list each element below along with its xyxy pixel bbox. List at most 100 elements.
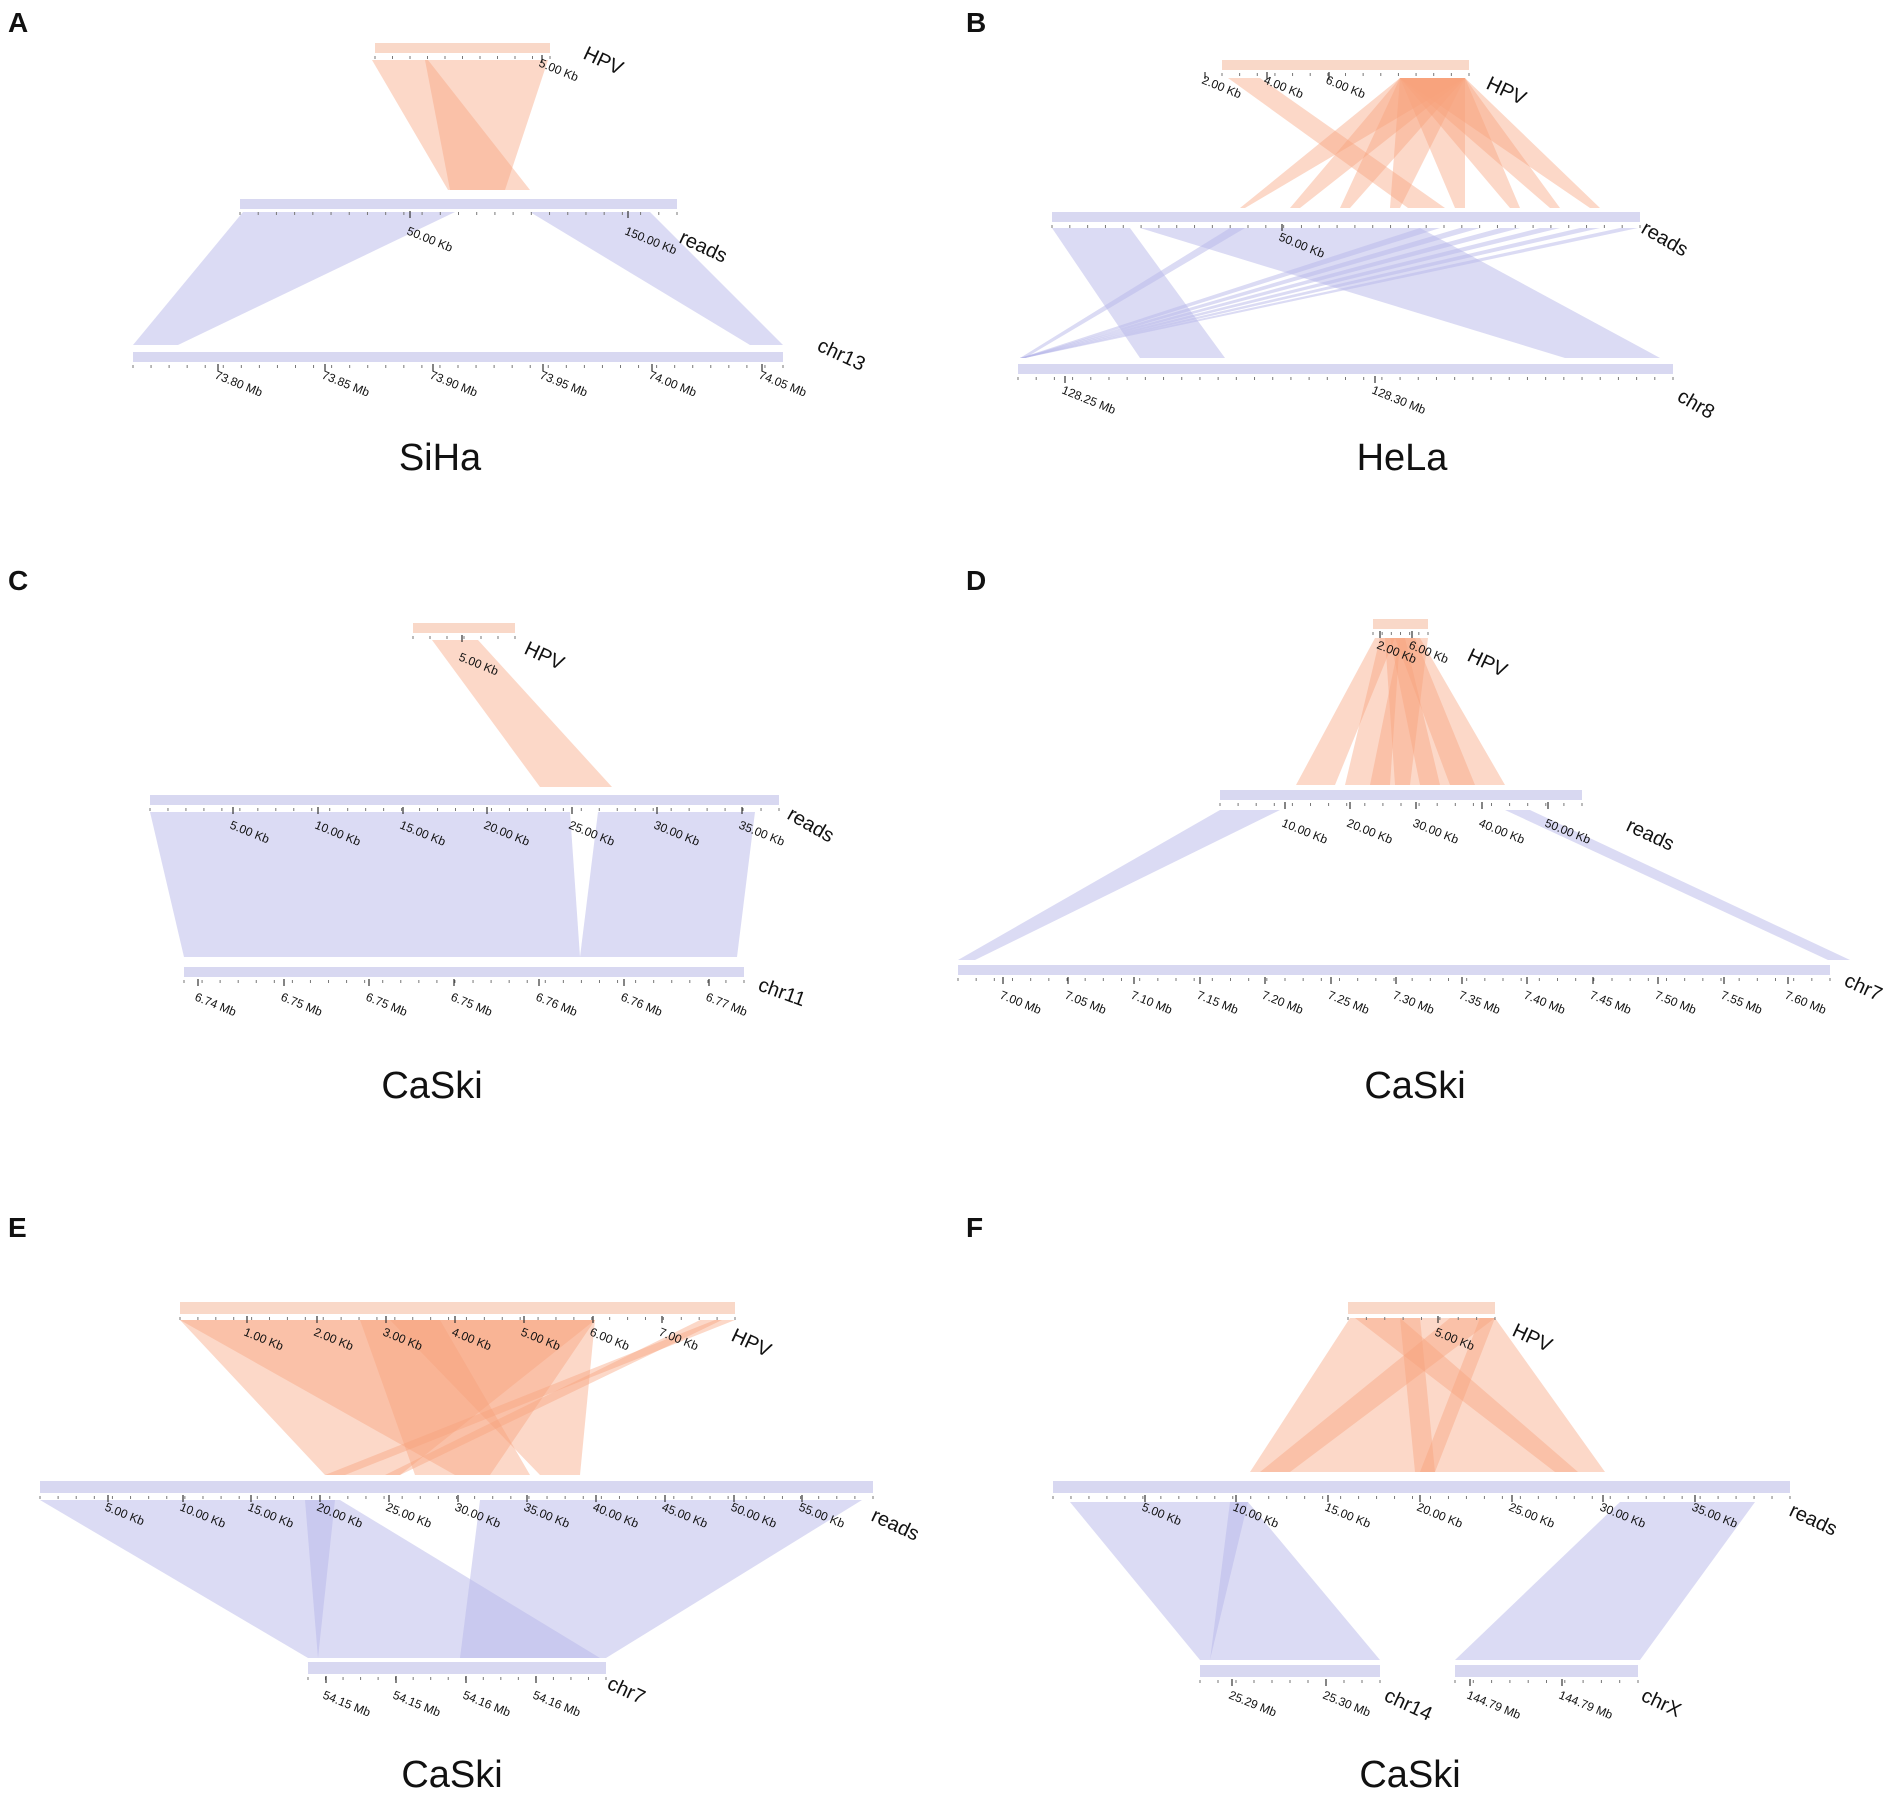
panel-d-chr7-tick-label: 7.10 Mb: [1129, 988, 1175, 1017]
panel-b-host-link: [1020, 228, 1440, 358]
panel-d-chr7-tick-label: 7.15 Mb: [1195, 988, 1241, 1017]
panel-f-reads-tick-label: 20.00 Kb: [1415, 1500, 1465, 1531]
panel-c-chr11-name: chr11: [755, 974, 808, 1011]
panel-a-hpv-tick-label: 5.00 Kb: [537, 56, 581, 85]
panel-d-chr7-tick-label: 7.25 Mb: [1326, 988, 1372, 1017]
track-layer: [39, 43, 1831, 1686]
panel-f-chrx-name: chrX: [1638, 1685, 1685, 1722]
panel-b-host-link: [1020, 228, 1560, 358]
panel-a-chr13-tick-label: 73.95 Mb: [538, 368, 590, 400]
panel-e-hpv-bar: [180, 1302, 735, 1314]
panel-d-reads-tick-label: 30.00 Kb: [1411, 816, 1461, 847]
panel-d-chr7-tick-label: 7.35 Mb: [1457, 988, 1503, 1017]
panel-f-host-link: [1455, 1502, 1755, 1660]
panel-e-host-link: [460, 1500, 862, 1658]
panel-c-chr11-tick-label: 6.75 Mb: [279, 990, 325, 1019]
panel-c-chr11-tick-label: 6.76 Mb: [534, 990, 580, 1019]
panel-d-hpv-bar: [1373, 619, 1428, 629]
panel-d-chr7-tick-label: 7.50 Mb: [1653, 988, 1699, 1017]
panel-b-hpv-bar: [1222, 60, 1469, 70]
panel-c-chr11-bar: [184, 967, 744, 977]
panel-a-chr13-tick-label: 74.00 Mb: [647, 368, 699, 400]
panel-a-hpv-name: HPV: [580, 43, 627, 81]
link-layer: [40, 60, 1850, 1660]
panel-f-hpv-bar: [1348, 1302, 1495, 1314]
panel-c-chr11-tick-label: 6.76 Mb: [619, 990, 665, 1019]
panel-a-hpv-link: [425, 60, 548, 190]
panel-b-chr8-tick-label: 128.25 Mb: [1060, 383, 1118, 417]
panel-f-chr14-bar: [1200, 1665, 1380, 1677]
panel-d-cell-line: CaSki: [1364, 1065, 1465, 1107]
panel-a-host-link: [530, 212, 783, 345]
panel-b-host-link: [1020, 228, 1600, 358]
panel-c-reads-bar: [150, 795, 779, 805]
panel-d-hpv-link: [1385, 638, 1440, 785]
panel-d-chr7-tick-label: 7.45 Mb: [1588, 988, 1634, 1017]
panel-d-chr7-name: chr7: [1841, 970, 1886, 1006]
panel-c-hpv-name: HPV: [521, 638, 568, 676]
panel-b-hpv-tick-label: 2.00 Kb: [1200, 73, 1244, 102]
panel-b-chr8-name: chr8: [1674, 385, 1719, 424]
panel-f-reads-name: reads: [1786, 1500, 1841, 1541]
panel-e-reads-tick-label: 25.00 Kb: [384, 1500, 434, 1531]
panel-f-cell-line: CaSki: [1359, 1754, 1460, 1796]
panel-b-host-link: [1020, 228, 1480, 358]
panel-d-reads-tick-label: 10.00 Kb: [1280, 816, 1330, 847]
panel-c-hpv-bar: [413, 623, 515, 633]
panel-d-chr7-tick-label: 7.60 Mb: [1783, 988, 1829, 1017]
panel-b-host-link: [1140, 228, 1660, 358]
panel-d-host-link: [1505, 810, 1850, 960]
panel-f-hpv-link: [1260, 1318, 1495, 1472]
panel-d-chr7-bar: [958, 965, 1830, 975]
panel-d-hpv-link: [1395, 638, 1505, 785]
panel-c-reads-name: reads: [784, 803, 838, 847]
panel-e-hpv-link: [180, 1320, 595, 1475]
panel-e-chr7-bar: [308, 1662, 606, 1674]
panel-d-chr7-tick-label: 7.55 Mb: [1719, 988, 1765, 1017]
panel-e-reads-name: reads: [868, 1505, 923, 1546]
panel-d-reads-tick-label: 50.00 Kb: [1543, 816, 1593, 847]
panel-d-chr7-tick-label: 7.20 Mb: [1260, 988, 1306, 1017]
panel-d-host-link: [958, 810, 1280, 960]
panel-e-hpv-link: [385, 1320, 722, 1475]
panel-b-label: B: [966, 7, 986, 38]
panel-b-host-link: [1052, 228, 1225, 358]
panel-b-reads-name: reads: [1638, 217, 1692, 261]
panel-c-hpv-link: [432, 640, 612, 787]
panel-c-chr11-tick-label: 6.75 Mb: [364, 990, 410, 1019]
panel-e-host-link: [40, 1500, 335, 1658]
panel-c-chr11-tick-label: 6.77 Mb: [704, 990, 750, 1019]
panel-e-hpv-link: [325, 1320, 735, 1475]
panel-d-chr7-tick-label: 7.05 Mb: [1063, 988, 1109, 1017]
panel-f-reads-tick-label: 25.00 Kb: [1507, 1500, 1557, 1531]
panel-a-reads-bar: [240, 199, 677, 209]
panel-f-chrx-bar: [1455, 1665, 1638, 1677]
panel-d-chr7-tick-label: 7.30 Mb: [1391, 988, 1437, 1017]
panel-d-hpv-name: HPV: [1464, 645, 1511, 683]
panel-e-chr7-name: chr7: [604, 1673, 649, 1709]
panel-f-hpv-link: [1420, 1318, 1495, 1472]
panel-d-hpv-link: [1390, 638, 1475, 785]
panel-d-reads-name: reads: [1623, 815, 1678, 856]
panel-e-label: E: [8, 1212, 27, 1243]
panel-f-hpv-link: [1400, 1318, 1435, 1472]
panel-a-chr13-name: chr13: [814, 335, 869, 376]
panel-d-hpv-link: [1345, 638, 1400, 785]
panel-f-hpv-link: [1250, 1318, 1605, 1472]
panel-a-label: A: [8, 7, 28, 38]
panel-f-chr14-tick-label: 25.29 Mb: [1227, 1688, 1279, 1720]
panel-c-chr11-tick-label: 6.75 Mb: [449, 990, 495, 1019]
panel-d-hpv-link: [1370, 638, 1428, 785]
panel-d-label: D: [966, 565, 986, 596]
panel-e-hpv-link: [360, 1320, 595, 1475]
panel-b-hpv-tick-label: 6.00 Kb: [1324, 73, 1368, 102]
panel-e-reads-bar: [40, 1481, 873, 1493]
panel-c-chr11-tick-label: 6.74 Mb: [193, 990, 239, 1019]
panel-e-hpv-link: [390, 1320, 595, 1475]
panel-a-hpv-link: [372, 60, 530, 190]
panel-f-hpv-link: [1355, 1318, 1578, 1472]
panel-a-cell-line: SiHa: [399, 437, 482, 479]
panel-b-chr8-bar: [1018, 364, 1673, 374]
panel-b-hpv-link: [1390, 78, 1465, 208]
panel-f-host-link: [1210, 1502, 1380, 1660]
